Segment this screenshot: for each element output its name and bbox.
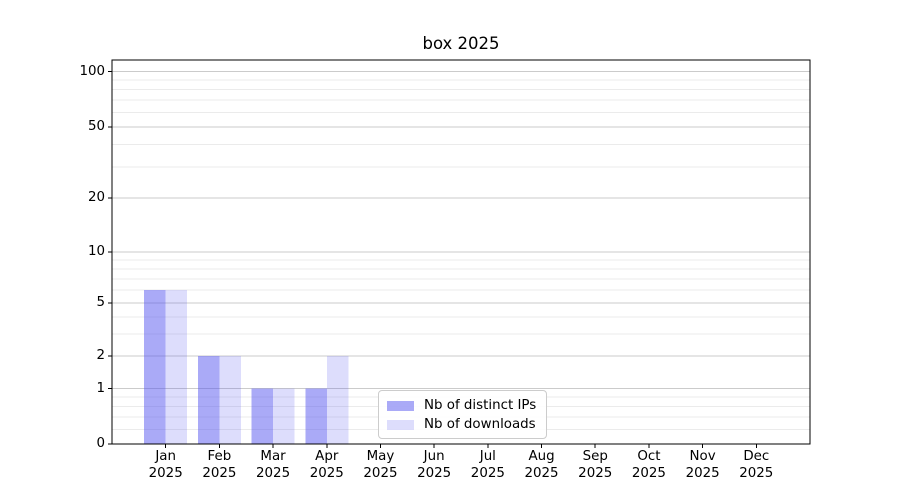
legend-label: Nb of distinct IPs [424,398,537,413]
x-tick-label: Aug 2025 [524,449,559,481]
legend-swatch-icon [387,419,414,430]
y-tick-label: 5 [96,295,105,310]
x-tick-label: Oct 2025 [631,449,666,481]
x-tick-label: Mar 2025 [256,449,291,481]
legend: Nb of distinct IPs Nb of downloads [378,390,547,439]
bar-nb-of-distinct-ips [144,290,166,444]
y-tick-label: 2 [96,348,105,363]
x-tick-label: Sep 2025 [578,449,613,481]
bar-nb-of-distinct-ips [197,356,220,444]
x-tick-label: Feb 2025 [202,449,237,481]
bar-nb-of-downloads [165,290,188,444]
bar-nb-of-distinct-ips [305,388,327,444]
bar-nb-of-downloads [326,356,349,444]
y-tick-label: 20 [87,190,105,205]
x-tick-label: May 2025 [363,449,398,481]
x-tick-label: Dec 2025 [739,449,774,481]
x-tick-label: Jan 2025 [148,449,183,481]
y-tick-label: 0 [96,436,105,451]
y-tick-label: 1 [96,380,105,396]
x-tick-label: Apr 2025 [309,449,344,481]
y-tick-label: 100 [79,63,105,79]
legend-item: Nb of downloads [387,415,538,434]
chart-title: box 2025 [422,34,500,53]
x-tick-label: Jun 2025 [417,449,452,481]
x-tick-label: Nov 2025 [685,449,720,481]
legend-swatch-icon [387,400,414,411]
y-tick-label: 50 [87,119,105,134]
x-tick-label: Jul 2025 [470,449,505,481]
legend-label: Nb of downloads [424,417,536,432]
legend-item: Nb of distinct IPs [387,396,538,415]
bar-nb-of-downloads [273,388,295,444]
y-tick-label: 10 [87,244,105,259]
bar-nb-of-downloads [219,356,241,444]
bar-nb-of-distinct-ips [251,388,274,444]
